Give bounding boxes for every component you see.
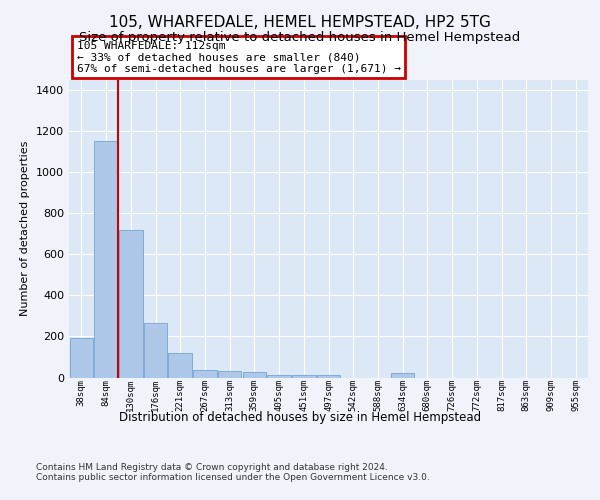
Bar <box>70 338 93 378</box>
Bar <box>169 354 192 378</box>
Text: Size of property relative to detached houses in Hemel Hempstead: Size of property relative to detached ho… <box>79 31 521 44</box>
Bar <box>94 140 118 378</box>
Bar <box>268 375 291 378</box>
Text: 105, WHARFEDALE, HEMEL HEMPSTEAD, HP2 5TG: 105, WHARFEDALE, HEMEL HEMPSTEAD, HP2 5T… <box>109 15 491 30</box>
Bar <box>193 370 217 378</box>
Bar <box>242 372 266 378</box>
Text: 105 WHARFEDALE: 112sqm
← 33% of detached houses are smaller (840)
67% of semi-de: 105 WHARFEDALE: 112sqm ← 33% of detached… <box>77 41 401 74</box>
Bar <box>144 322 167 378</box>
Bar <box>119 230 143 378</box>
Bar <box>317 374 340 378</box>
Text: Contains HM Land Registry data © Crown copyright and database right 2024.
Contai: Contains HM Land Registry data © Crown c… <box>36 463 430 482</box>
Text: Distribution of detached houses by size in Hemel Hempstead: Distribution of detached houses by size … <box>119 411 481 424</box>
Bar <box>292 375 316 378</box>
Bar <box>391 373 415 378</box>
Bar <box>218 372 241 378</box>
Y-axis label: Number of detached properties: Number of detached properties <box>20 141 31 316</box>
